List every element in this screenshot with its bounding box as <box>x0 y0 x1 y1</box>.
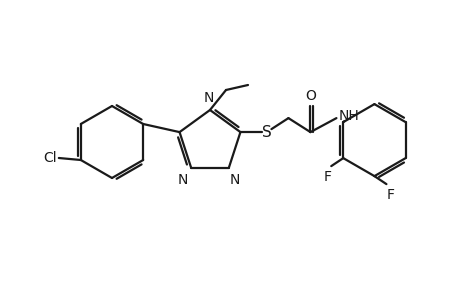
Text: Cl: Cl <box>43 151 57 165</box>
Text: N: N <box>230 173 240 187</box>
Text: F: F <box>323 170 330 184</box>
Text: N: N <box>203 91 214 105</box>
Text: F: F <box>386 188 393 202</box>
Text: NH: NH <box>338 109 358 123</box>
Text: O: O <box>304 89 315 103</box>
Text: N: N <box>178 173 188 187</box>
Text: S: S <box>261 124 271 140</box>
